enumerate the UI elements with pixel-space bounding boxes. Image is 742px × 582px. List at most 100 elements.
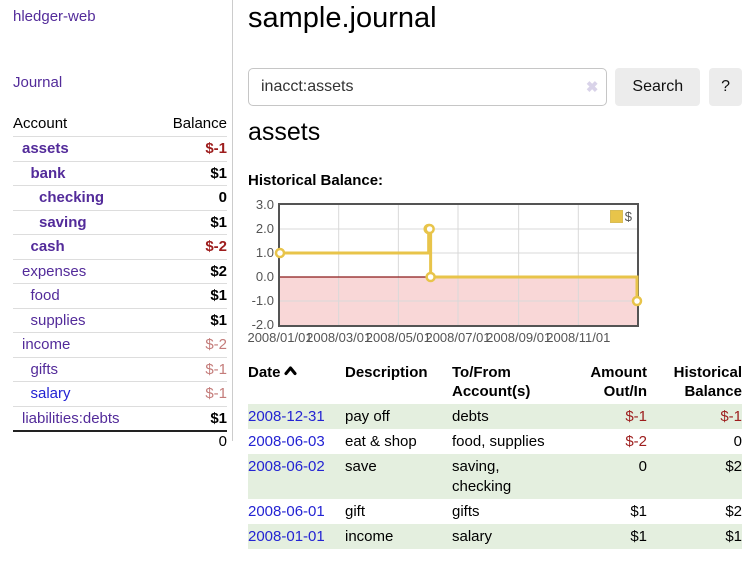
transaction-description: income <box>345 524 452 549</box>
transaction-row: 2008-12-31 pay off debts $-1 $-1 <box>248 404 742 429</box>
account-balance: $-2 <box>154 234 227 259</box>
account-link[interactable]: supplies <box>30 311 86 329</box>
account-balance: $-1 <box>154 381 227 406</box>
historical-balance-chart: $ 3.0 2.0 1.0 0.0 -1.0 -2.0 2008/01/01 2008/03/… <box>247 197 742 347</box>
account-link[interactable]: gifts <box>30 360 59 378</box>
transaction-amount: $1 <box>562 524 647 549</box>
transaction-amount: $-1 <box>562 404 647 429</box>
account-balance: $-2 <box>154 332 227 357</box>
account-link[interactable]: cash <box>30 238 65 255</box>
transaction-accounts: salary <box>452 524 562 549</box>
transaction-date-link[interactable]: 2008-01-01 <box>248 527 325 545</box>
account-balance: $2 <box>154 258 227 284</box>
x-tick-label: 2008/07/01 <box>425 330 491 345</box>
transaction-date-link[interactable]: 2008-06-03 <box>248 432 325 450</box>
transaction-row: 2008-06-01 gift gifts $1 $2 <box>248 499 742 524</box>
account-balance: $1 <box>154 209 227 235</box>
transaction-accounts: debts <box>452 404 562 429</box>
chart-plot-area: $ <box>274 203 643 327</box>
y-tick-label: 3.0 <box>255 197 274 212</box>
x-tick-label: 2008/03/01 <box>306 330 372 345</box>
account-row: checking 0 <box>13 185 227 210</box>
col-header-amount[interactable]: Amount Out/In <box>590 364 647 400</box>
transaction-balance: $1 <box>647 524 742 549</box>
transactions-table: Date Description To/From Account(s) Amou… <box>248 360 742 549</box>
col-header-date[interactable]: Date <box>248 360 345 404</box>
account-link[interactable]: income <box>22 336 71 353</box>
account-link[interactable]: checking <box>39 189 105 206</box>
account-heading: assets <box>248 118 321 146</box>
account-row: supplies $1 <box>13 307 227 333</box>
account-row: cash $-2 <box>13 234 227 259</box>
accounts-table: Account Balance assets $-1 bank $1 checking 0… <box>13 112 227 452</box>
accounts-total-row: 0 <box>13 430 227 452</box>
x-tick-label: 2008/05/01 <box>365 330 431 345</box>
transaction-description: save <box>345 454 452 499</box>
x-tick-label: 2008/01/01 <box>247 330 313 345</box>
account-link[interactable]: assets <box>22 140 69 157</box>
transaction-amount: $-2 <box>625 432 647 450</box>
transaction-balance: $2 <box>647 454 742 499</box>
legend-swatch-icon <box>609 210 623 223</box>
transaction-date-link[interactable]: 2008-06-01 <box>248 502 325 520</box>
account-row: salary $-1 <box>13 381 227 406</box>
transaction-date-link[interactable]: 2008-12-31 <box>248 407 325 425</box>
transaction-row: 2008-06-02 save saving, checking 0 $2 <box>248 454 742 499</box>
transaction-balance: 0 <box>733 432 742 450</box>
search-form: ✖ Search ? <box>248 68 742 106</box>
account-balance: 0 <box>154 185 227 210</box>
chart-title: Historical Balance: <box>248 172 384 189</box>
account-row: saving $1 <box>13 209 227 235</box>
x-tick-label: 2008/09/01 <box>486 330 552 345</box>
app-title-link[interactable]: hledger-web <box>13 8 96 25</box>
accounts-header-account: Account <box>13 115 68 132</box>
col-header-balance[interactable]: Historical Balance <box>673 364 742 400</box>
clear-search-icon[interactable]: ✖ <box>585 79 599 96</box>
main-panel: sample.journal ✖ Search ? assets Histori… <box>247 0 742 582</box>
legend-label: $ <box>624 209 632 224</box>
transaction-amount: $1 <box>630 502 647 520</box>
transaction-accounts: saving, checking <box>452 454 562 499</box>
search-button[interactable]: Search <box>615 68 701 106</box>
accounts-header-balance: Balance <box>172 115 227 132</box>
account-balance: $-1 <box>154 136 227 161</box>
transaction-row: 2008-06-03 eat & shop food, supplies $-2 0 <box>248 429 742 454</box>
help-button[interactable]: ? <box>709 68 742 106</box>
chart-legend: $ <box>607 208 634 225</box>
y-tick-label: -1.0 <box>251 293 274 308</box>
search-input[interactable] <box>248 68 608 106</box>
transaction-description: gift <box>345 502 366 520</box>
account-row: bank $1 <box>13 160 227 186</box>
search-input-wrap: ✖ <box>248 68 608 106</box>
account-link[interactable]: food <box>30 287 60 304</box>
account-row: income $-2 <box>13 332 227 357</box>
account-balance: $-1 <box>154 356 227 382</box>
col-header-accounts[interactable]: To/From Account(s) <box>452 364 531 400</box>
account-row: food $1 <box>13 283 227 308</box>
account-row: liabilities:debts $1 <box>13 405 227 431</box>
account-link[interactable]: saving <box>39 213 87 231</box>
transaction-date-link[interactable]: 2008-06-02 <box>248 457 325 475</box>
account-row: expenses $2 <box>13 258 227 284</box>
transaction-accounts: food, supplies <box>452 432 545 450</box>
sidebar: hledger-web Journal Account Balance asse… <box>0 0 233 452</box>
y-tick-label: 1.0 <box>255 245 274 260</box>
account-balance: $1 <box>154 405 227 431</box>
transaction-accounts: gifts <box>452 502 480 520</box>
account-balance: $1 <box>154 283 227 308</box>
accounts-total-balance: 0 <box>154 430 227 452</box>
sort-ascending-icon <box>283 366 297 376</box>
account-link[interactable]: liabilities:debts <box>22 409 120 427</box>
account-balance: $1 <box>154 160 227 186</box>
account-row: gifts $-1 <box>13 356 227 382</box>
transaction-amount: 0 <box>562 454 647 499</box>
account-link[interactable]: bank <box>30 164 66 182</box>
col-header-description[interactable]: Description <box>345 364 428 381</box>
transaction-row: 2008-01-01 income salary $1 $1 <box>248 524 742 549</box>
account-link[interactable]: expenses <box>22 262 87 280</box>
account-link[interactable]: salary <box>30 385 71 402</box>
account-row: assets $-1 <box>13 136 227 161</box>
sidebar-item-journal[interactable]: Journal <box>13 74 63 91</box>
account-balance: $1 <box>154 307 227 333</box>
accounts-header-row: Account Balance <box>13 112 227 137</box>
